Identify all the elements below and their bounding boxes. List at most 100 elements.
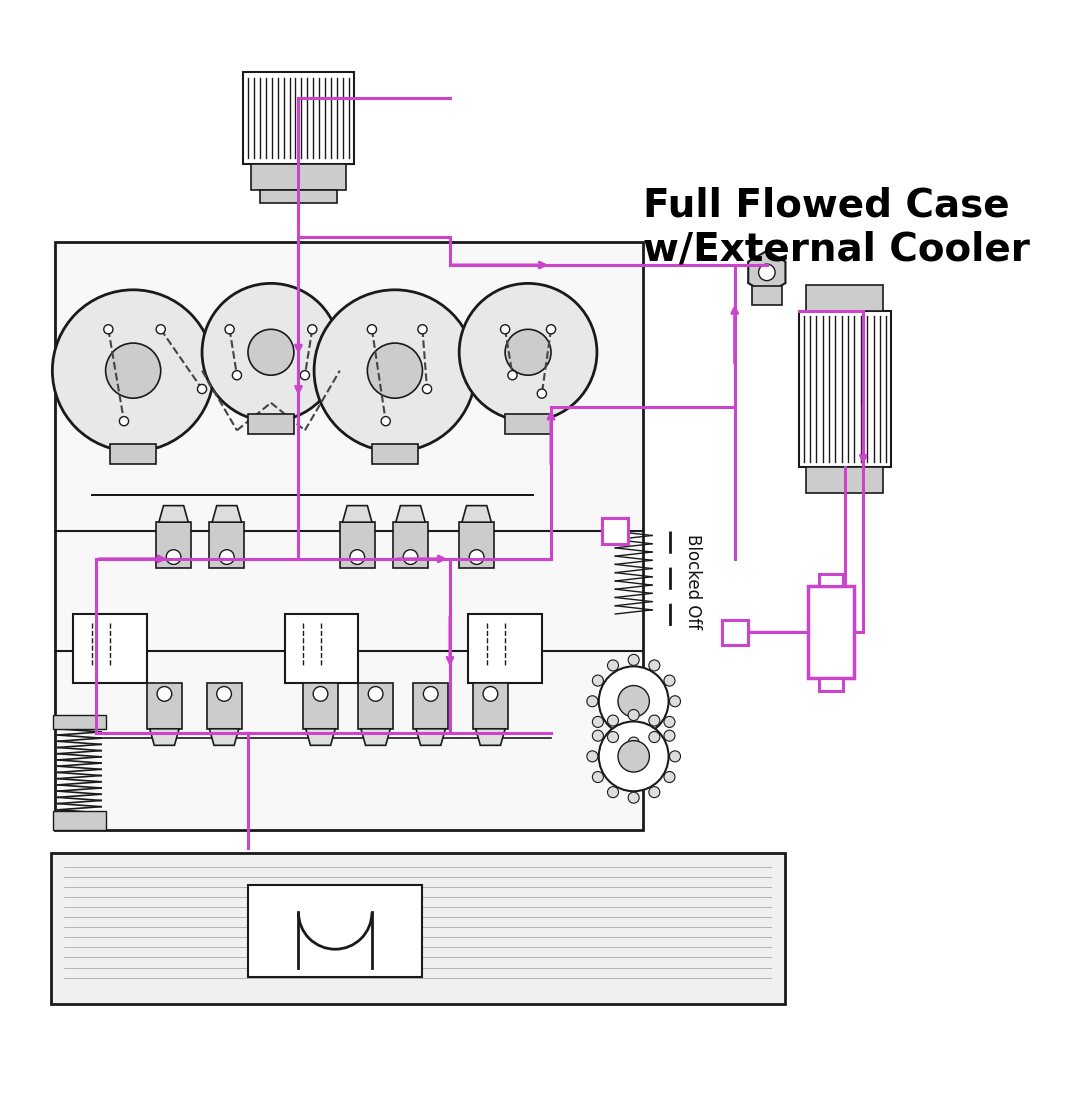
Circle shape — [618, 685, 649, 717]
Polygon shape — [212, 506, 242, 522]
Circle shape — [670, 696, 681, 707]
Circle shape — [202, 283, 339, 421]
Bar — [820, 574, 843, 587]
Bar — [820, 679, 843, 691]
Polygon shape — [462, 506, 491, 522]
Bar — [111, 444, 156, 465]
Circle shape — [664, 772, 675, 783]
Bar — [413, 683, 448, 729]
Bar — [285, 614, 358, 683]
Bar — [603, 518, 628, 544]
Circle shape — [592, 675, 604, 686]
Circle shape — [607, 787, 619, 798]
Circle shape — [649, 787, 660, 798]
Circle shape — [664, 675, 675, 686]
Bar — [473, 683, 508, 729]
Circle shape — [308, 325, 317, 333]
Bar — [505, 414, 551, 434]
Circle shape — [607, 715, 619, 726]
Bar — [603, 518, 628, 544]
Circle shape — [232, 371, 242, 379]
Circle shape — [607, 660, 619, 671]
Circle shape — [592, 730, 604, 741]
Circle shape — [382, 416, 390, 426]
Circle shape — [350, 550, 364, 564]
Circle shape — [300, 371, 310, 379]
Circle shape — [313, 686, 327, 702]
Bar — [209, 522, 244, 568]
Bar — [250, 164, 346, 190]
Bar — [260, 190, 337, 202]
Text: Full Flowed Case
w/External Cooler: Full Flowed Case w/External Cooler — [643, 187, 1030, 269]
Bar — [806, 467, 883, 493]
Polygon shape — [209, 729, 238, 745]
Polygon shape — [159, 506, 189, 522]
Circle shape — [508, 371, 517, 379]
Bar — [752, 285, 782, 305]
Circle shape — [217, 686, 231, 702]
Circle shape — [219, 550, 234, 564]
Bar — [806, 285, 883, 310]
Circle shape — [592, 772, 604, 783]
Bar — [53, 715, 105, 729]
Bar — [339, 522, 375, 568]
Circle shape — [166, 550, 181, 564]
Bar — [809, 587, 854, 679]
Circle shape — [460, 283, 597, 421]
Circle shape — [586, 696, 598, 707]
Circle shape — [403, 550, 417, 564]
Bar — [460, 522, 494, 568]
Circle shape — [367, 325, 376, 333]
Bar — [799, 310, 891, 467]
Circle shape — [367, 343, 423, 398]
Circle shape — [52, 290, 214, 451]
Circle shape — [628, 655, 640, 666]
Bar — [51, 853, 785, 1004]
Circle shape — [314, 290, 476, 451]
Circle shape — [424, 686, 438, 702]
Circle shape — [248, 329, 294, 375]
Polygon shape — [396, 506, 425, 522]
Circle shape — [664, 716, 675, 728]
Bar — [156, 522, 191, 568]
Bar — [53, 811, 105, 830]
Polygon shape — [748, 251, 786, 294]
Circle shape — [105, 343, 160, 398]
Circle shape — [628, 792, 640, 803]
Circle shape — [104, 325, 113, 333]
Circle shape — [417, 325, 427, 333]
Bar — [74, 614, 147, 683]
Circle shape — [649, 660, 660, 671]
Circle shape — [538, 389, 546, 398]
Polygon shape — [476, 729, 505, 745]
Polygon shape — [416, 729, 446, 745]
Circle shape — [469, 550, 483, 564]
Circle shape — [592, 716, 604, 728]
Bar — [372, 444, 417, 465]
Circle shape — [505, 329, 551, 375]
Polygon shape — [343, 506, 372, 522]
Circle shape — [618, 741, 649, 772]
Circle shape — [598, 721, 669, 791]
Bar — [468, 614, 542, 683]
Circle shape — [586, 751, 598, 762]
Polygon shape — [150, 729, 179, 745]
Circle shape — [156, 325, 165, 333]
Circle shape — [157, 686, 171, 702]
Circle shape — [483, 686, 498, 702]
Circle shape — [649, 715, 660, 726]
Bar — [207, 683, 242, 729]
Bar — [722, 620, 748, 645]
Bar — [244, 72, 353, 164]
Circle shape — [501, 325, 509, 333]
Bar — [304, 683, 338, 729]
Circle shape — [607, 731, 619, 742]
Bar — [393, 522, 428, 568]
Bar — [248, 885, 423, 977]
Circle shape — [369, 686, 383, 702]
Circle shape — [598, 667, 669, 737]
Bar — [358, 683, 393, 729]
Circle shape — [225, 325, 234, 333]
Circle shape — [670, 751, 681, 762]
Circle shape — [197, 385, 207, 393]
